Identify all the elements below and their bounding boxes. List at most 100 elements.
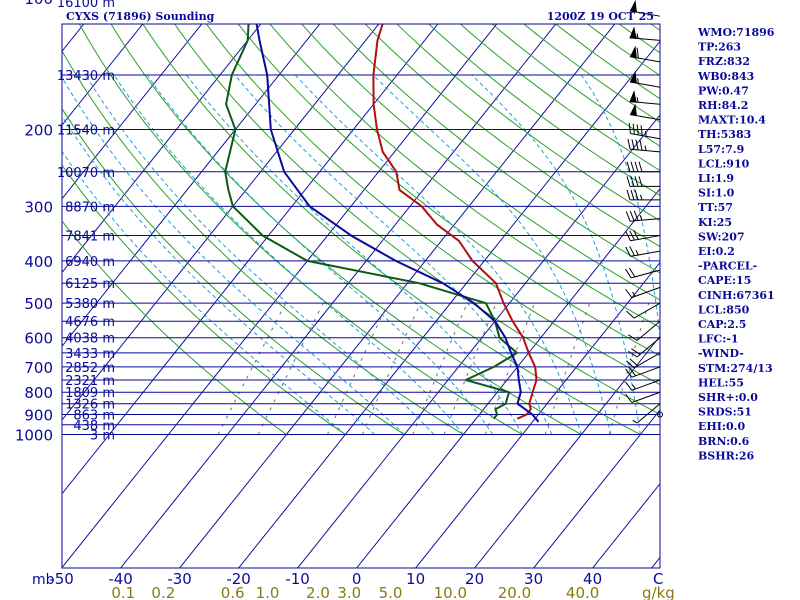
temperature-trace <box>372 24 538 420</box>
moist-adiabat <box>85 74 435 435</box>
isotherm-line <box>297 114 660 568</box>
wind-barb <box>657 411 663 418</box>
height-label: 2321 m <box>65 374 115 389</box>
wind-barb <box>626 189 660 201</box>
height-label: 1326 m <box>65 398 115 413</box>
temperature-tick-label: 30 <box>524 570 543 588</box>
mixing-ratio-tick-label: 3.0 <box>337 584 361 600</box>
sounding-index: TH:5383 <box>698 128 751 141</box>
height-label: 863 m <box>73 409 115 424</box>
isotherm-line <box>179 24 616 568</box>
sounding-index: KI:25 <box>698 216 732 229</box>
height-label: 6940 m <box>65 255 115 270</box>
pressure-tick-label: 700 <box>24 359 53 377</box>
wind-barb <box>625 267 661 279</box>
sounding-index: EI:0.2 <box>698 245 735 258</box>
isotherm-line <box>238 40 660 568</box>
mixing-ratio-tick-label: 2.0 <box>306 584 330 600</box>
moist-adiabat <box>146 74 494 435</box>
pressure-tick-label: 1000 <box>15 427 53 445</box>
wind-barb <box>632 403 661 424</box>
sounding-index: STM:274/13 <box>698 362 773 375</box>
mixing-ratio-tick-label: 1.0 <box>256 584 280 600</box>
sounding-index: WMO:71896 <box>697 26 775 39</box>
sounding-index: TP:263 <box>698 41 741 54</box>
mixing-ratio-unit-label: g/kg <box>642 584 675 600</box>
pressure-tick-label: 100 <box>24 0 53 8</box>
sounding-index: -WIND- <box>698 347 744 360</box>
isotherm-line <box>62 24 498 568</box>
temperature-tick-label: -30 <box>167 570 192 588</box>
mixing-ratio-line <box>412 303 468 435</box>
sounding-index: CAPE:15 <box>698 274 751 287</box>
temperature-tick-label: -40 <box>108 570 133 588</box>
wind-barb <box>625 229 661 242</box>
height-label: 2852 m <box>65 361 115 376</box>
isotherm-line <box>533 409 660 568</box>
moist-adiabat <box>113 74 464 435</box>
moist-adiabat <box>62 76 405 435</box>
height-label: 8870 m <box>65 200 115 215</box>
wind-barb <box>628 320 661 341</box>
sounding-index: SRDS:51 <box>698 406 752 419</box>
mixing-ratio-line <box>257 302 324 435</box>
dewpoint-trace <box>224 24 518 420</box>
wind-barb <box>628 337 661 358</box>
sounding-index: LCL:850 <box>698 303 750 316</box>
wind-barb <box>625 391 661 403</box>
isotherm-line <box>356 187 660 568</box>
moist-adiabat <box>62 115 376 435</box>
wind-barb <box>629 26 661 41</box>
pressure-tick-label: 300 <box>24 198 53 216</box>
wind-barb <box>629 70 661 88</box>
wind-barb <box>626 176 660 187</box>
moist-adiabat <box>580 74 660 341</box>
plot-frame <box>61 23 661 569</box>
wind-barb <box>629 0 661 17</box>
temperature-tick-label: 20 <box>465 570 484 588</box>
sounding-index: L57:7.9 <box>698 143 744 156</box>
sounding-index: PW:0.47 <box>698 84 749 97</box>
pressure-tick-label: 600 <box>24 330 53 348</box>
height-label: 4676 m <box>65 315 115 330</box>
mixing-ratio-tick-label: 40.0 <box>566 584 599 600</box>
station-title: CYXS (71896) Sounding <box>66 10 215 23</box>
sounding-index: LCL:910 <box>698 157 750 170</box>
sounding-index: CAP:2.5 <box>698 318 746 331</box>
mixing-ratio-line <box>484 303 536 435</box>
sounding-index: BSHR:26 <box>698 449 754 462</box>
pressure-tick-label: 200 <box>24 121 53 139</box>
mixing-ratio-tick-label: 0.2 <box>151 584 175 600</box>
isotherm-line <box>62 24 439 495</box>
isotherm-line <box>62 24 262 274</box>
temperature-tick-label: 0 <box>352 570 362 588</box>
wind-barb <box>625 286 661 299</box>
height-label: 7841 m <box>65 230 115 245</box>
sounding-index: -PARCEL- <box>698 260 757 273</box>
mixing-ratio-line <box>443 303 497 435</box>
sounding-index: CINH:67361 <box>698 289 775 302</box>
moist-adiabat <box>62 150 346 435</box>
sounding-index: HEL:55 <box>698 376 744 389</box>
mixing-ratio-tick-label: 0.6 <box>221 584 245 600</box>
sounding-index: SW:207 <box>698 230 745 243</box>
isotherm-line <box>62 24 380 421</box>
mixing-ratio-line <box>326 302 389 435</box>
height-label: 3 m <box>90 429 115 444</box>
height-label: 13430 m <box>57 69 115 84</box>
moist-adiabat <box>471 74 641 435</box>
isotherm-line <box>415 261 660 568</box>
wind-barb <box>625 210 661 222</box>
isotherm-line <box>474 335 660 568</box>
temperature-tick-label: -10 <box>285 570 310 588</box>
height-label: 5380 m <box>65 297 115 312</box>
wind-barb <box>629 103 661 121</box>
moist-adiabat <box>294 74 582 435</box>
mixing-ratio-tick-label: 10.0 <box>434 584 467 600</box>
sounding-index: SI:1.0 <box>698 187 735 200</box>
sounding-index: BRN:0.6 <box>698 435 750 448</box>
wind-barb <box>629 90 661 105</box>
mixing-ratio-tick-label: 0.1 <box>111 584 135 600</box>
sounding-index: RH:84.2 <box>698 99 748 112</box>
